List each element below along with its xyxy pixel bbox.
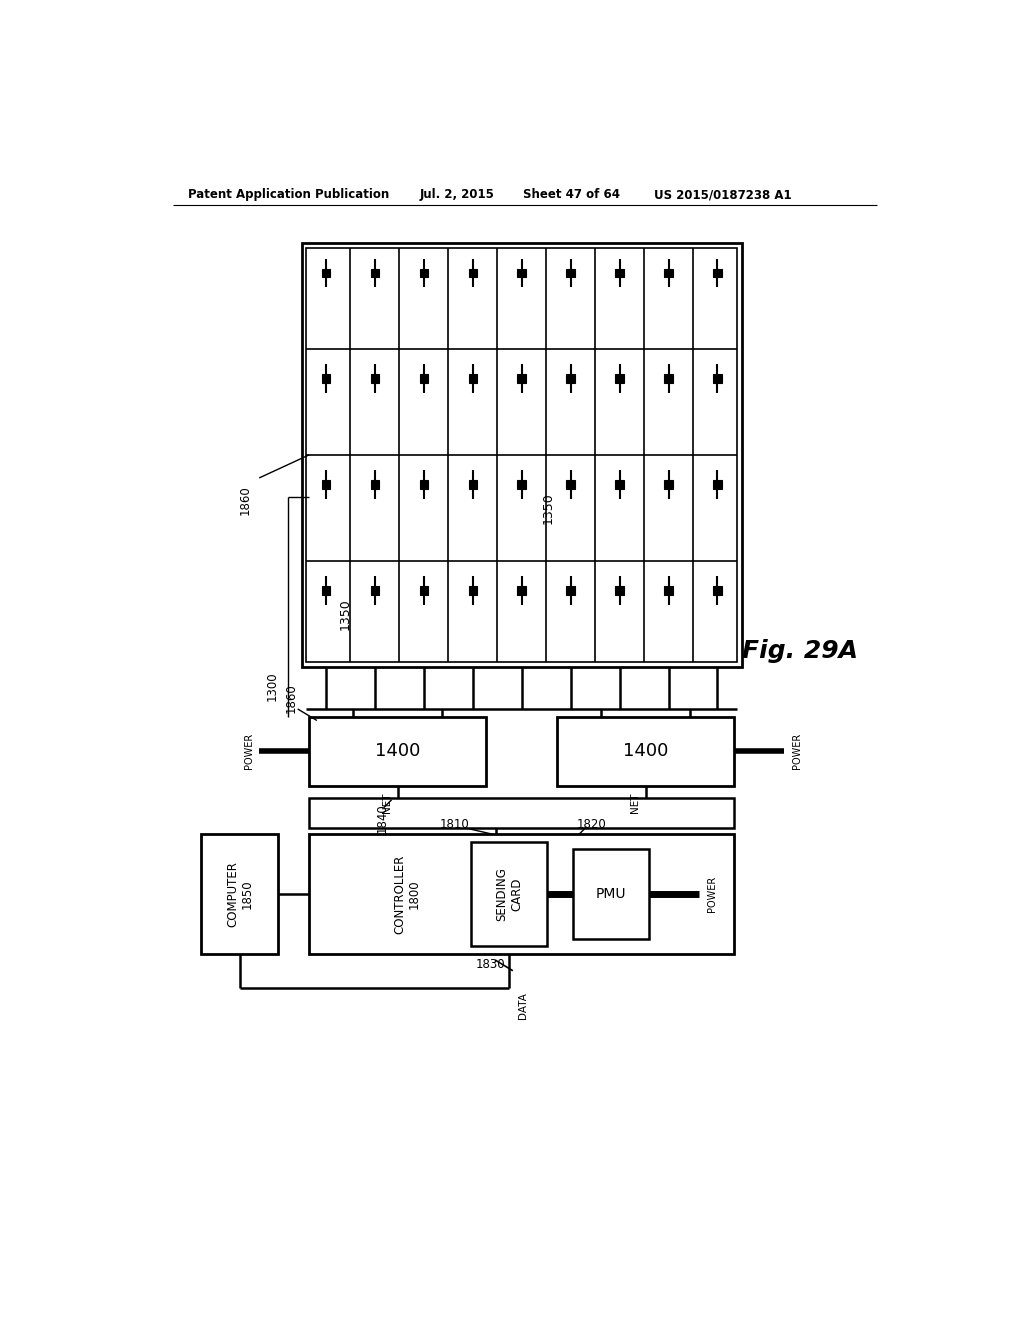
Bar (714, 375, 722, 383)
Bar (566, 586, 574, 594)
Text: Patent Application Publication: Patent Application Publication (188, 187, 389, 201)
Text: NET: NET (382, 792, 391, 813)
Bar (306, 248, 737, 663)
Bar (714, 480, 722, 488)
Bar (371, 268, 379, 277)
Text: 1820: 1820 (577, 817, 606, 830)
Bar (566, 480, 574, 488)
Bar (202, 834, 279, 954)
Bar (322, 480, 330, 488)
Text: Sheet 47 of 64: Sheet 47 of 64 (523, 187, 621, 201)
Bar (420, 375, 428, 383)
Text: 1350: 1350 (542, 492, 555, 524)
Text: 1400: 1400 (623, 742, 669, 760)
Bar (557, 717, 734, 785)
Bar (322, 375, 330, 383)
Bar (665, 586, 673, 594)
Text: 1860: 1860 (239, 486, 252, 515)
Text: CONTROLLER
1800: CONTROLLER 1800 (393, 854, 421, 933)
Bar (309, 797, 734, 829)
Text: POWER: POWER (792, 733, 802, 770)
Bar (471, 842, 547, 946)
Bar (517, 375, 526, 383)
Bar (322, 268, 330, 277)
Bar (371, 375, 379, 383)
Bar (322, 586, 330, 594)
Bar (371, 480, 379, 488)
Bar (615, 268, 624, 277)
Bar (665, 375, 673, 383)
Text: Jul. 2, 2015: Jul. 2, 2015 (419, 187, 495, 201)
Bar (665, 268, 673, 277)
Text: US 2015/0187238 A1: US 2015/0187238 A1 (654, 187, 792, 201)
Bar (469, 268, 477, 277)
Bar (469, 375, 477, 383)
Bar (309, 834, 734, 954)
Text: DATA: DATA (518, 993, 528, 1019)
Text: 1840: 1840 (376, 804, 388, 833)
Text: 1860: 1860 (285, 682, 298, 713)
Bar (572, 849, 649, 940)
Bar (615, 480, 624, 488)
Text: PMU: PMU (596, 887, 627, 902)
Bar (615, 586, 624, 594)
Bar (517, 480, 526, 488)
Text: POWER: POWER (707, 876, 717, 912)
Text: 1300: 1300 (265, 671, 279, 701)
Bar (420, 586, 428, 594)
Bar (371, 586, 379, 594)
Bar (517, 268, 526, 277)
Text: 1810: 1810 (439, 817, 469, 830)
Text: 1830: 1830 (475, 958, 505, 970)
Bar (665, 480, 673, 488)
Bar (714, 268, 722, 277)
Bar (469, 480, 477, 488)
Bar (615, 375, 624, 383)
Bar (566, 375, 574, 383)
Text: Fig. 29A: Fig. 29A (742, 639, 858, 663)
Text: NET: NET (630, 792, 640, 813)
Bar (309, 717, 486, 785)
Bar (714, 586, 722, 594)
Bar (301, 243, 742, 667)
Bar (517, 586, 526, 594)
Text: 1400: 1400 (375, 742, 421, 760)
Bar (420, 480, 428, 488)
Text: COMPUTER
1850: COMPUTER 1850 (226, 861, 254, 927)
Text: POWER: POWER (244, 733, 254, 770)
Bar (420, 268, 428, 277)
Bar (469, 586, 477, 594)
Text: SENDING
CARD: SENDING CARD (495, 867, 523, 921)
Text: 1350: 1350 (339, 598, 352, 630)
Bar (566, 268, 574, 277)
